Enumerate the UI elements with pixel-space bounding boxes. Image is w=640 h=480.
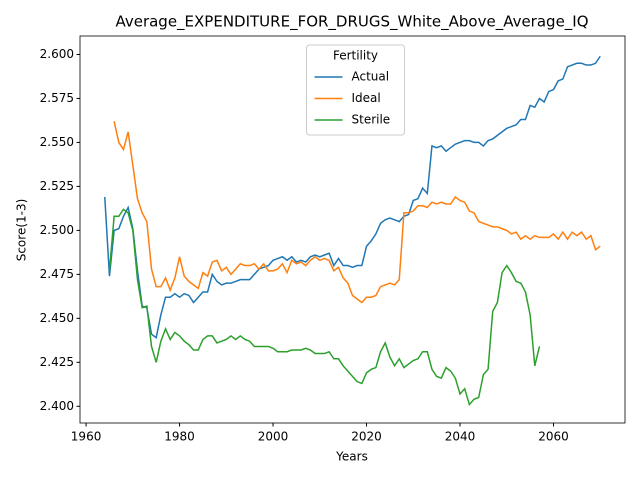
legend-label: Actual — [352, 70, 390, 84]
y-tick-label: 2.550 — [40, 135, 74, 149]
y-tick-label: 2.400 — [40, 399, 74, 413]
plot-frame — [79, 35, 626, 424]
series-line — [108, 208, 541, 407]
x-tick-label: 2020 — [351, 430, 382, 444]
x-tick-label: 2060 — [538, 430, 569, 444]
y-axis-label: Score(1-3) — [15, 199, 29, 262]
legend-label: Sterile — [352, 113, 391, 127]
y-tick-label: 2.500 — [40, 223, 74, 237]
series-line — [113, 121, 601, 304]
x-tick-label: 2040 — [445, 430, 476, 444]
legend-box — [306, 44, 405, 136]
x-tick-label: 2000 — [258, 430, 289, 444]
y-tick-label: 2.600 — [40, 47, 74, 61]
legend-title: Fertility — [333, 49, 378, 63]
x-tick-label: 1980 — [164, 430, 195, 444]
y-tick-label: 2.525 — [40, 179, 74, 193]
y-tick-label: 2.575 — [40, 91, 74, 105]
y-tick-label: 2.475 — [40, 267, 74, 281]
y-tick-label: 2.425 — [40, 355, 74, 369]
x-tick-label: 1960 — [71, 430, 102, 444]
x-axis-label: Years — [335, 450, 368, 464]
series-line — [104, 55, 601, 339]
legend-label: Ideal — [352, 91, 381, 105]
y-tick-label: 2.450 — [40, 311, 74, 325]
chart-title: Average_EXPENDITURE_FOR_DRUGS_White_Abov… — [115, 13, 588, 32]
